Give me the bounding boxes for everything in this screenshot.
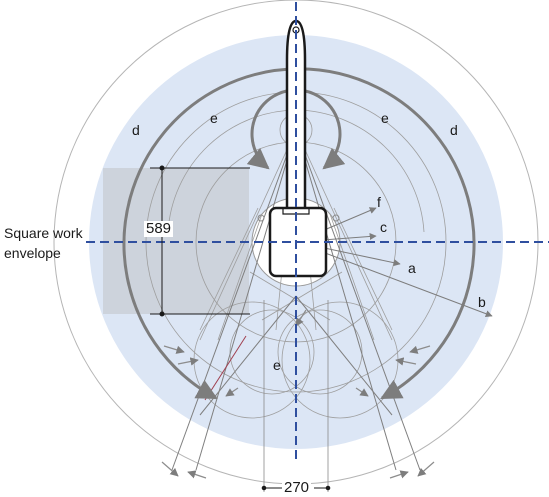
label-f: f [377,194,381,210]
limit-arrows [161,309,435,479]
dim-589 [150,165,250,317]
label-c: c [380,219,387,235]
radius-arrow-b [295,241,493,318]
square-label-line2: envelope [4,245,61,261]
label-e-right: e [381,110,389,126]
label-a: a [408,260,416,276]
label-d-right: d [450,122,458,138]
label-e-bottom: e [273,357,281,373]
square-label-line1: Square work [4,225,83,241]
dim-270-label: 270 [282,479,312,496]
dim-589-label: 589 [144,220,174,237]
square-work-envelope-label: Square work envelope [4,225,83,261]
label-e-left: e [210,110,218,126]
dim-270 [261,485,331,491]
label-d-left: d [132,122,140,138]
label-b: b [478,294,486,310]
